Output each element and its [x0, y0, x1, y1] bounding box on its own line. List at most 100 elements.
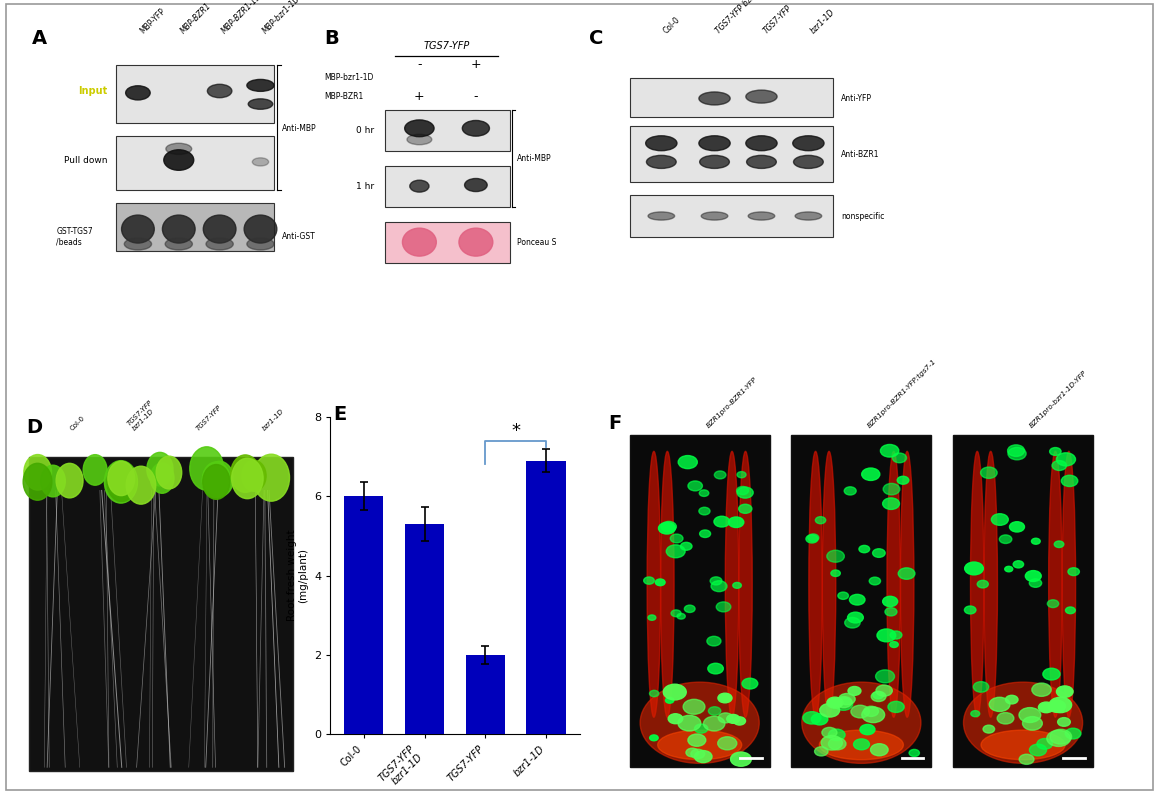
Ellipse shape — [166, 143, 191, 154]
Text: B: B — [325, 29, 340, 48]
Circle shape — [850, 595, 865, 605]
Circle shape — [732, 583, 742, 588]
Circle shape — [1019, 754, 1034, 765]
Text: Col-0: Col-0 — [70, 414, 86, 431]
Circle shape — [860, 724, 875, 734]
Circle shape — [885, 607, 897, 616]
Circle shape — [881, 445, 899, 457]
Circle shape — [806, 534, 818, 543]
Circle shape — [851, 705, 869, 718]
Circle shape — [231, 455, 260, 492]
FancyBboxPatch shape — [29, 457, 293, 771]
Text: C: C — [590, 29, 604, 48]
Circle shape — [712, 580, 727, 592]
Circle shape — [853, 739, 869, 750]
Ellipse shape — [657, 730, 742, 760]
Circle shape — [1007, 445, 1025, 457]
Circle shape — [717, 737, 737, 750]
Circle shape — [1049, 697, 1072, 713]
Text: +: + — [471, 59, 481, 71]
Circle shape — [888, 701, 904, 712]
Ellipse shape — [809, 451, 822, 717]
Circle shape — [1029, 744, 1047, 756]
Circle shape — [734, 717, 745, 725]
Circle shape — [648, 615, 656, 620]
Ellipse shape — [410, 180, 429, 192]
Text: Anti-BZR1: Anti-BZR1 — [841, 150, 880, 159]
Circle shape — [688, 481, 702, 491]
FancyBboxPatch shape — [386, 110, 510, 151]
FancyBboxPatch shape — [116, 203, 275, 252]
Ellipse shape — [206, 238, 233, 250]
Circle shape — [717, 693, 732, 703]
Ellipse shape — [459, 228, 493, 256]
Bar — [344, 496, 384, 734]
Ellipse shape — [1049, 451, 1062, 717]
Ellipse shape — [166, 238, 192, 250]
Circle shape — [816, 517, 825, 524]
Circle shape — [1050, 448, 1062, 456]
Text: MBP-BZR1: MBP-BZR1 — [325, 92, 364, 101]
Circle shape — [24, 454, 51, 490]
Text: -: - — [474, 90, 479, 103]
FancyBboxPatch shape — [630, 78, 833, 118]
Text: TGS7-YFP
bzr1-1D: TGS7-YFP bzr1-1D — [126, 399, 159, 431]
Circle shape — [104, 461, 138, 503]
Text: TGS7-YFP: TGS7-YFP — [423, 40, 469, 51]
Circle shape — [680, 542, 692, 550]
Ellipse shape — [887, 451, 901, 717]
FancyBboxPatch shape — [386, 166, 510, 206]
Ellipse shape — [981, 730, 1065, 760]
Circle shape — [876, 685, 892, 696]
Ellipse shape — [404, 120, 435, 137]
FancyBboxPatch shape — [792, 435, 932, 767]
Ellipse shape — [253, 158, 269, 166]
Circle shape — [869, 577, 881, 585]
Circle shape — [714, 471, 726, 479]
Circle shape — [819, 703, 839, 717]
Text: 1 hr: 1 hr — [356, 182, 374, 191]
Ellipse shape — [640, 682, 759, 763]
Text: MBP-bzr1-1D: MBP-bzr1-1D — [325, 73, 374, 83]
Text: Anti-MBP: Anti-MBP — [283, 124, 316, 133]
Text: F: F — [608, 414, 621, 434]
Circle shape — [991, 514, 1008, 526]
Circle shape — [1050, 729, 1072, 744]
Ellipse shape — [699, 92, 730, 105]
FancyBboxPatch shape — [116, 65, 275, 123]
Circle shape — [670, 534, 683, 543]
Text: Anti-MBP: Anti-MBP — [517, 154, 552, 163]
Circle shape — [683, 700, 705, 715]
Circle shape — [663, 684, 686, 700]
Ellipse shape — [245, 215, 277, 243]
Circle shape — [981, 467, 997, 479]
Circle shape — [714, 516, 730, 527]
Circle shape — [964, 606, 976, 614]
Circle shape — [1056, 453, 1076, 466]
FancyBboxPatch shape — [6, 4, 1153, 790]
Ellipse shape — [795, 212, 822, 220]
Circle shape — [815, 746, 828, 756]
Circle shape — [811, 714, 828, 725]
Ellipse shape — [794, 156, 823, 168]
Circle shape — [1048, 599, 1058, 607]
Circle shape — [107, 464, 137, 502]
Circle shape — [688, 734, 706, 746]
Circle shape — [838, 592, 848, 599]
Ellipse shape — [647, 156, 676, 168]
Bar — [466, 655, 505, 734]
Circle shape — [147, 453, 173, 486]
Circle shape — [232, 458, 263, 499]
Circle shape — [1013, 561, 1023, 568]
Circle shape — [999, 535, 1012, 543]
Circle shape — [691, 750, 705, 758]
Text: -: - — [417, 59, 422, 71]
Ellipse shape — [793, 136, 824, 151]
Ellipse shape — [203, 215, 236, 243]
Bar — [526, 461, 566, 734]
Ellipse shape — [901, 451, 914, 717]
Circle shape — [983, 725, 994, 733]
FancyBboxPatch shape — [116, 136, 275, 190]
Circle shape — [684, 605, 695, 612]
Circle shape — [699, 490, 709, 496]
